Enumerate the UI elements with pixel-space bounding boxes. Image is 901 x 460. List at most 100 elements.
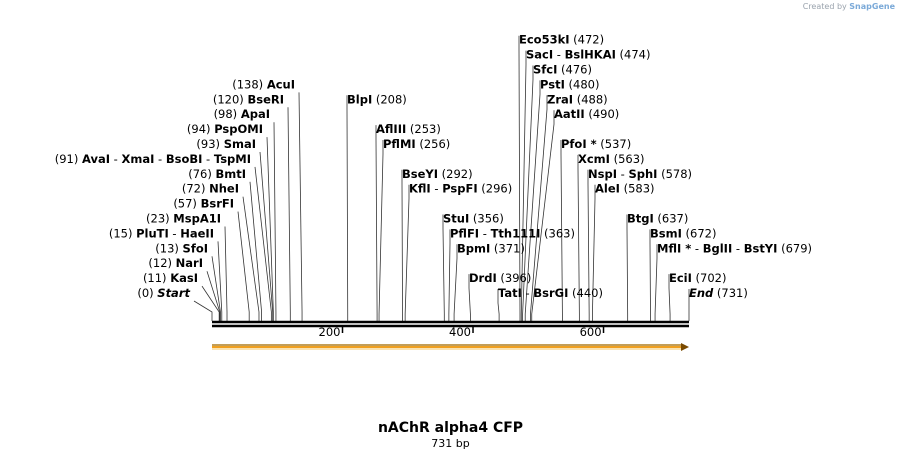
site-label-aatii: AatII (490) <box>554 107 619 121</box>
enzyme-separator: - <box>431 182 442 196</box>
enzyme-name[interactable]: PspFI <box>442 182 477 196</box>
enzyme-name[interactable]: AflIII <box>376 122 406 136</box>
enzyme-name[interactable]: BsrFI <box>201 197 234 211</box>
enzyme-name[interactable]: SfoI <box>183 241 208 255</box>
enzyme-name[interactable]: AleI <box>595 182 620 196</box>
site-leader-acui <box>298 92 303 321</box>
site-position-94: (94) <box>187 122 214 136</box>
enzyme-name[interactable]: BpmI <box>457 241 490 255</box>
site-label-mspa1i: (23) MspA1I <box>146 212 221 226</box>
enzyme-name[interactable]: Start <box>157 286 190 300</box>
site-leader-eco53ki <box>518 35 521 321</box>
site-label-afliii: AflIII (253) <box>376 122 441 136</box>
site-leader-pflfi <box>448 229 451 321</box>
enzyme-name[interactable]: PfoI * <box>561 137 597 151</box>
site-position-637: (637) <box>654 212 689 226</box>
site-position-0: (0) <box>137 286 157 300</box>
site-label-ecii: EciI (702) <box>669 271 727 285</box>
enzyme-name[interactable]: BlpI <box>347 92 372 106</box>
enzyme-name[interactable]: EciI <box>669 271 692 285</box>
enzyme-name[interactable]: NspI <box>588 167 617 181</box>
site-label-sfci: SfcI (476) <box>533 63 592 77</box>
sequence-name: nAChR alpha4 CFP <box>377 420 524 436</box>
enzyme-name[interactable]: MspA1I <box>173 212 221 226</box>
enzyme-name[interactable]: SacI <box>526 48 553 62</box>
enzyme-name[interactable]: PflFI <box>450 226 479 240</box>
site-label-bpmi: BpmI (371) <box>457 241 525 255</box>
site-position-363: (363) <box>540 226 575 240</box>
site-label-avai: (91) AvaI - XmaI - BsoBI - TspMI <box>55 152 251 166</box>
enzyme-name[interactable]: BslHKAI <box>565 48 616 62</box>
enzyme-name[interactable]: ZraI <box>547 92 573 106</box>
site-leader-alei <box>592 184 596 321</box>
site-label-alei: AleI (583) <box>595 182 655 196</box>
site-leader-kasi <box>201 285 220 321</box>
axis-tick-label-200: 200 <box>319 325 341 339</box>
enzyme-name[interactable]: End <box>689 286 714 300</box>
enzyme-name[interactable]: Tth111I <box>491 226 541 240</box>
enzyme-name[interactable]: AcuI <box>267 77 295 91</box>
enzyme-name[interactable]: BsrGI <box>533 286 568 300</box>
enzyme-name[interactable]: KflI <box>409 182 431 196</box>
enzyme-name[interactable]: Eco53kI <box>519 33 570 47</box>
site-label-nari: (12) NarI <box>148 256 203 270</box>
enzyme-name[interactable]: BsoBI <box>166 152 203 166</box>
site-leader-avai <box>254 166 272 321</box>
site-leader-sfci <box>522 65 534 321</box>
cfp-feature-arrow[interactable] <box>212 343 689 351</box>
enzyme-name[interactable]: PflMI <box>383 137 416 151</box>
site-leader-nhei <box>242 196 260 321</box>
site-position-296: (296) <box>478 182 513 196</box>
enzyme-labels: (0) Start(11) KasI(12) NarI(13) SfoI(15)… <box>55 33 812 300</box>
enzyme-name[interactable]: SmaI <box>224 137 256 151</box>
enzyme-name[interactable]: TatI <box>498 286 522 300</box>
enzyme-name[interactable]: MflI * <box>657 241 691 255</box>
enzyme-name[interactable]: BseYI <box>402 167 438 181</box>
site-position-120: (120) <box>213 92 248 106</box>
site-leader-blpi <box>346 95 349 321</box>
enzyme-separator: - <box>110 152 121 166</box>
site-position-356: (356) <box>469 212 504 226</box>
enzyme-name[interactable]: NarI <box>176 256 203 270</box>
enzyme-name[interactable]: AatII <box>554 107 585 121</box>
enzyme-name[interactable]: XcmI <box>578 152 610 166</box>
enzyme-name[interactable]: DrdI <box>469 271 497 285</box>
site-label-bsmi: BsmI (672) <box>650 226 716 240</box>
axis-tick-label-600: 600 <box>580 325 602 339</box>
site-leader-smai <box>259 151 274 321</box>
site-position-440: (440) <box>568 286 603 300</box>
site-leader-nari <box>206 271 221 321</box>
enzyme-name[interactable]: SfcI <box>533 63 557 77</box>
site-leader-mspa1i <box>224 226 228 321</box>
enzyme-name[interactable]: BseRI <box>247 92 284 106</box>
enzyme-name[interactable]: NheI <box>209 182 239 196</box>
site-position-91: (91) <box>55 152 82 166</box>
enzyme-name[interactable]: BmtI <box>215 167 246 181</box>
enzyme-name[interactable]: AvaI <box>82 152 110 166</box>
sequence-backbone <box>212 320 689 328</box>
enzyme-name[interactable]: BtgI <box>627 212 654 226</box>
site-label-eco53ki: Eco53kI (472) <box>519 33 604 47</box>
axis-ticks: 200 400 600 <box>319 325 605 339</box>
enzyme-name[interactable]: BsmI <box>650 226 682 240</box>
enzyme-name[interactable]: PspOMI <box>214 122 263 136</box>
site-position-208: (208) <box>372 92 407 106</box>
enzyme-name[interactable]: PluTI <box>136 226 169 240</box>
enzyme-name[interactable]: SphI <box>628 167 657 181</box>
site-position-679: (679) <box>777 241 812 255</box>
enzyme-name[interactable]: BglII <box>703 241 733 255</box>
enzyme-name[interactable]: HaeII <box>180 226 214 240</box>
enzyme-name[interactable]: KasI <box>170 271 198 285</box>
site-leader-psti <box>524 80 541 321</box>
site-leader-tati <box>497 289 500 321</box>
enzyme-name[interactable]: PstI <box>540 77 565 91</box>
snapgene-logo-text: SnapGene <box>849 2 895 11</box>
site-label-tati: TatI - BsrGI (440) <box>498 286 603 300</box>
enzyme-name[interactable]: TspMI <box>214 152 251 166</box>
enzyme-name[interactable]: XmaI <box>121 152 154 166</box>
site-leader-bsmi <box>649 229 651 321</box>
enzyme-name[interactable]: ApaI <box>241 107 270 121</box>
enzyme-name[interactable]: BstYI <box>744 241 778 255</box>
site-leader-start <box>193 300 213 321</box>
enzyme-name[interactable]: StuI <box>443 212 469 226</box>
